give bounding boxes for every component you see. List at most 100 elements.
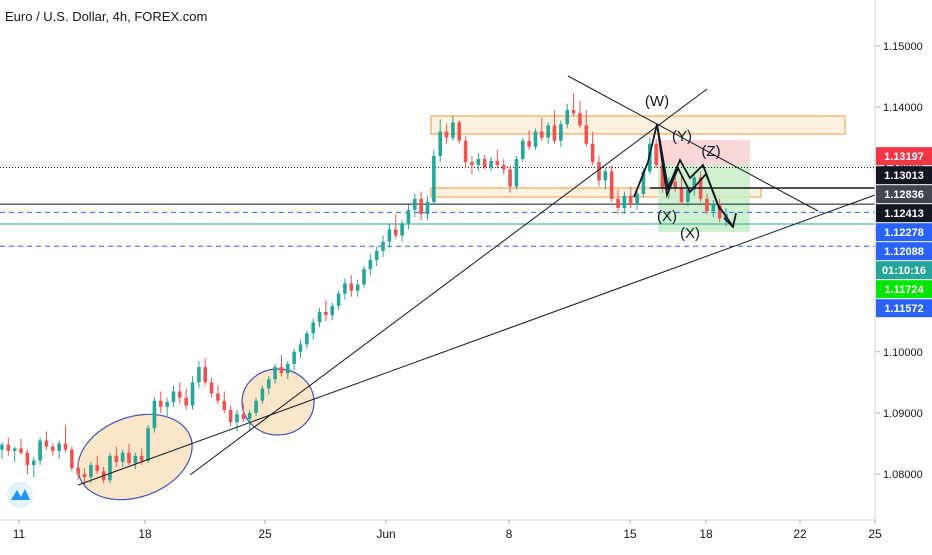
candle [514, 156, 519, 190]
arrow-head [723, 212, 737, 229]
x-tick-label: 22 [793, 527, 807, 541]
price-tag-bg [876, 204, 932, 223]
candle-body [266, 379, 271, 389]
y-tick-label: 1.15000 [883, 41, 923, 53]
candle-body [463, 140, 468, 163]
candle-body [470, 162, 474, 166]
price-tag-bg [876, 261, 932, 280]
candle [216, 385, 220, 404]
candle-body [95, 464, 100, 472]
candle-body [381, 241, 385, 251]
x-tick-label: 18 [138, 527, 152, 541]
candle-body [482, 159, 487, 168]
candle-body [25, 452, 30, 465]
candle-body [235, 414, 239, 423]
price-tag: 1.11572 [876, 299, 932, 318]
candle [444, 124, 449, 144]
candle [717, 198, 722, 223]
candle [451, 116, 455, 141]
candle-body [0, 444, 4, 450]
candle-body [279, 367, 284, 374]
candle-body [419, 198, 423, 215]
candle [571, 93, 576, 117]
candle-body [12, 448, 17, 451]
candle [527, 130, 531, 150]
supply-zone-lower [430, 187, 762, 198]
candle [381, 235, 385, 257]
candle [362, 266, 366, 288]
candle [197, 360, 201, 389]
price-tag-bg [876, 185, 932, 204]
candle-body [578, 113, 582, 126]
trendline-support-long [77, 194, 876, 486]
candle-body [305, 333, 309, 345]
price-tag-bg [876, 147, 932, 166]
price-tag-bg [876, 242, 932, 261]
candle [654, 138, 658, 169]
chart-title: Euro / U.S. Dollar, 4h, FOREX.com [5, 9, 207, 24]
candle [114, 446, 119, 467]
supply-zone-upper [430, 115, 846, 135]
candle [6, 437, 11, 456]
candle-body [228, 409, 233, 423]
price-tag-label: 1.13197 [884, 151, 924, 163]
candle-body [476, 159, 481, 166]
candle [533, 128, 538, 150]
candle-body [374, 250, 379, 260]
candle [616, 189, 620, 215]
candle [552, 110, 557, 144]
price-tag-label: 1.12278 [884, 227, 924, 239]
y-tick-label: 1.14000 [883, 102, 923, 114]
candle-body [603, 171, 608, 181]
x-tick-label: 25 [868, 527, 882, 541]
candle-body [209, 382, 214, 394]
candle-body [628, 195, 633, 205]
candle [609, 165, 614, 202]
candle-body [51, 446, 55, 451]
candle [298, 339, 303, 358]
candle [152, 397, 157, 433]
candle [330, 302, 335, 320]
candle [19, 438, 23, 455]
candle [38, 437, 42, 465]
wave-label-y: (Y) [672, 128, 692, 145]
candle-body [597, 162, 601, 181]
candle [25, 449, 30, 475]
candle [343, 278, 347, 300]
x-tick-label: 8 [506, 527, 513, 541]
candle-body [158, 400, 163, 407]
candle-body [6, 444, 11, 451]
candle-body [686, 189, 690, 202]
candle-body [692, 177, 697, 190]
x-tick-label: 15 [623, 527, 637, 541]
zones-layer [77, 115, 846, 501]
candle [540, 118, 544, 141]
candle-body [406, 209, 411, 224]
candle [692, 174, 697, 196]
candle-body [590, 143, 595, 163]
candle-body [635, 193, 639, 205]
candle-body [489, 160, 493, 168]
x-tick-label: 25 [258, 527, 272, 541]
candle-body [387, 229, 392, 242]
candle [597, 156, 601, 187]
trendline-support-steep [189, 88, 708, 476]
candle-body [203, 367, 208, 383]
candle-body [425, 201, 430, 215]
candle [108, 452, 112, 484]
wave-labels-layer: (W) (Y) (Z) (X) (X) [645, 93, 721, 242]
candle [584, 110, 589, 147]
candle-body [552, 125, 557, 141]
candle [622, 191, 627, 215]
candle [463, 136, 468, 169]
candle [190, 376, 195, 410]
candle [241, 403, 246, 423]
candle-body [139, 455, 144, 461]
candle-body [362, 269, 366, 285]
candle-body [565, 110, 570, 125]
candle [520, 137, 525, 163]
candle [393, 214, 398, 239]
candle-body [438, 131, 443, 156]
